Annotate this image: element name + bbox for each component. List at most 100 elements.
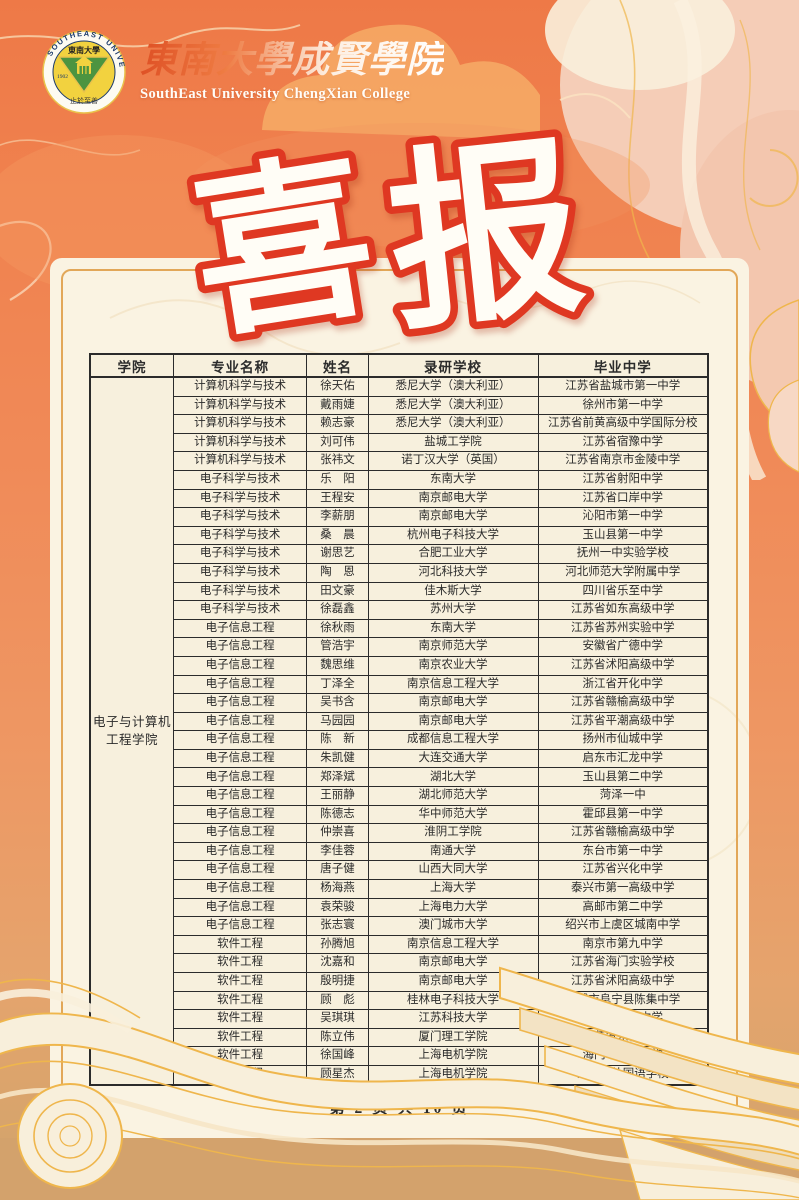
cell-high-school: 沁阳市第一中学 (537, 507, 709, 527)
cell-major: 软件工程 (172, 953, 308, 973)
table-row: 电子信息工程 袁荣骏 上海电力大学 高邮市第二中学 (90, 897, 709, 918)
cell-name: 袁荣骏 (306, 897, 369, 918)
cell-high-school: 河北师范大学附属中学 (537, 562, 709, 583)
table-row: 电子科学与技术桑 晨杭州电子科技大学 玉山县第一中学 (90, 525, 709, 546)
cell-high-school: 江苏省外国语学校 (537, 1064, 709, 1086)
cell-name: 顾 彪 (306, 990, 369, 1011)
cell-high-school: 江苏省兴化中学 (537, 860, 709, 881)
cell-admission-school: 湖北大学 (367, 767, 539, 788)
cell-high-school: 江苏省赣榆高级中学 (537, 693, 709, 713)
table-row: 计算机科学与技术 赖志豪 悉尼大学（澳大利亚） 江苏省前黄高级中学国际分校 (90, 414, 709, 434)
cell-admission-school: 南京信息工程大学 (367, 674, 539, 695)
table-row: 电子信息工程 李佳蓉 南通大学 东台市第一中学 (90, 841, 709, 862)
cell-name: 丁泽全 (306, 674, 369, 695)
cell-major: 电子信息工程 (172, 879, 308, 899)
table-row: 计算机科学与技术 戴雨婕 悉尼大学（澳大利亚） 徐州市第一中学 (90, 395, 709, 416)
cell-major: 计算机科学与技术 (172, 376, 308, 397)
cell-name: 李薪朋 (306, 507, 369, 527)
table-row: 软件工程 徐国峰 上海电机学院 海门市第一中学 (90, 1046, 709, 1066)
table-row: 电子信息工程 马园园 南京邮电大学 江苏省平潮高级中学 (90, 711, 709, 732)
cell-admission-school: 佳木斯大学 (367, 581, 539, 602)
cell-high-school: 泰兴市第一高级中学 (537, 879, 709, 899)
cell-major: 电子信息工程 (172, 637, 308, 657)
cell-high-school: 江苏省南京市金陵中学 (537, 451, 709, 471)
cell-name: 王程安 (306, 488, 369, 509)
cell-high-school: 江苏省赣榆高级中学 (537, 823, 709, 843)
cell-admission-school: 东南大学 (367, 469, 539, 490)
cell-name: 徐国峰 (306, 1046, 369, 1066)
table-row: 软件工程 吴琪琪 江苏科技大学 滨海县八滩中学 (90, 1009, 709, 1029)
cell-major: 软件工程 (172, 934, 308, 955)
cell-major: 电子信息工程 (172, 693, 308, 713)
table-row: 计算机科学与技术 张祎文 诺丁汉大学（英国） 江苏省南京市金陵中学 (90, 451, 709, 471)
cell-admission-school: 山西大同大学 (367, 860, 539, 881)
cell-high-school: 江苏省如东高级中学 (537, 600, 709, 620)
table-row: 软件工程 孙腾旭 南京信息工程大学 南京市第九中学 (90, 934, 709, 955)
cell-admission-school: 南京邮电大学 (367, 711, 539, 732)
cell-high-school: 徐州市第一中学 (537, 395, 709, 416)
table-row: 电子科学与技术 李薪朋 南京邮电大学 沁阳市第一中学 (90, 507, 709, 527)
cell-major: 电子信息工程 (172, 655, 308, 676)
cell-name: 杨海燕 (306, 879, 369, 899)
cell-high-school: 玉山县第一中学 (537, 525, 709, 546)
table-row: 电子信息工程 郑泽斌 湖北大学 玉山县第二中学 (90, 767, 709, 788)
cell-name: 徐秋雨 (306, 618, 369, 639)
cell-major: 电子科学与技术 (172, 488, 308, 509)
cell-major: 电子信息工程 (172, 674, 308, 695)
cell-name: 徐磊鑫 (306, 600, 369, 620)
cell-admission-school: 湖北师范大学 (367, 786, 539, 806)
cell-name: 朱凯健 (306, 748, 369, 769)
column-header: 毕业中学 (537, 353, 709, 378)
cell-admission-school: 南京邮电大学 (367, 507, 539, 527)
column-header: 学院 (89, 353, 174, 378)
cell-high-school: 四川省乐至中学 (537, 581, 709, 602)
table-row: 电子信息工程 魏思维 南京农业大学 江苏省沭阳高级中学 (90, 655, 709, 676)
table-row: 电子科学与技术陶 恩河北科技大学 河北师范大学附属中学 (90, 562, 709, 583)
cell-major: 计算机科学与技术 (172, 395, 308, 416)
cell-high-school: 江苏省沭阳高级中学 (537, 655, 709, 676)
cell-name: 陶 恩 (306, 562, 369, 583)
cell-name: 顾星杰 (306, 1064, 369, 1086)
page-number: 第 2 页 共 10 页 (329, 1100, 470, 1117)
cell-admission-school: 厦门理工学院 (367, 1027, 539, 1048)
column-header: 录研学校 (367, 353, 539, 378)
cell-high-school: 江苏省盐城市第一中学 (537, 376, 709, 397)
cell-high-school: 抚州一中实验学校 (537, 544, 709, 564)
table-row: 软件工程 陈立伟 厦门理工学院 江苏省东台中学 (90, 1027, 709, 1048)
cell-admission-school: 悉尼大学（澳大利亚） (367, 376, 539, 397)
cell-high-school: 启东市汇龙中学 (537, 748, 709, 769)
cell-major: 电子信息工程 (172, 767, 308, 788)
logo-motto: 止於至善 (70, 96, 98, 105)
table-row: 电子信息工程 唐子健 山西大同大学 江苏省兴化中学 (90, 860, 709, 881)
logo-year: 1902 (57, 74, 68, 80)
cell-admission-school: 澳门城市大学 (367, 916, 539, 936)
cell-major: 软件工程 (172, 1064, 308, 1086)
cell-name: 田文豪 (306, 581, 369, 602)
cell-admission-school: 上海大学 (367, 879, 539, 899)
cell-high-school: 霍邱县第一中学 (537, 804, 709, 825)
table-row: 软件工程 沈嘉和 南京邮电大学 江苏省海门实验学校 (90, 953, 709, 973)
cell-major: 软件工程 (172, 972, 308, 992)
cell-major: 电子信息工程 (172, 860, 308, 881)
cell-major: 电子信息工程 (172, 786, 308, 806)
cell-name: 刘可伟 (306, 432, 369, 453)
cell-major: 软件工程 (172, 1009, 308, 1029)
cell-major: 电子信息工程 (172, 711, 308, 732)
cell-high-school: 海门市第一中学 (537, 1046, 709, 1066)
cell-admission-school: 南京师范大学 (367, 637, 539, 657)
cell-name: 管浩宇 (306, 637, 369, 657)
cell-high-school: 东台市第一中学 (537, 841, 709, 862)
cell-admission-school: 南京农业大学 (367, 655, 539, 676)
cell-major: 电子信息工程 (172, 748, 308, 769)
cell-admission-school: 盐城工学院 (367, 432, 539, 453)
table-row: 电子科学与技术乐 阳东南大学 江苏省射阳中学 (90, 469, 709, 490)
cell-name: 陈立伟 (306, 1027, 369, 1048)
cell-admission-school: 河北科技大学 (367, 562, 539, 583)
university-seal-logo: SOUTHEAST UNIVERSITY 東南大學 1902 止於至善 (42, 30, 126, 114)
cell-major: 电子信息工程 (172, 823, 308, 843)
cell-admission-school: 苏州大学 (367, 600, 539, 620)
cell-high-school: 安徽省广德中学 (537, 637, 709, 657)
cell-admission-school: 合肥工业大学 (367, 544, 539, 564)
cell-name: 沈嘉和 (306, 953, 369, 973)
cell-name: 戴雨婕 (306, 395, 369, 416)
